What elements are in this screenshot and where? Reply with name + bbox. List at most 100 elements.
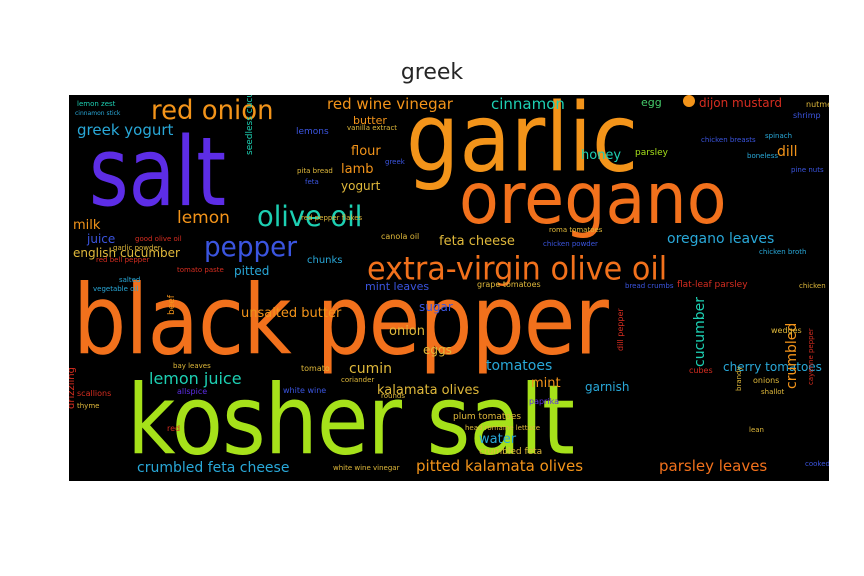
word-nutmeg: nutmeg [806,100,829,109]
word-bread-crumbs: bread crumbs [625,282,674,290]
word-red-onion: red onion [151,95,274,126]
word-white-wine-vinegar: white wine vinegar [333,464,400,472]
word-kalamata-olives: kalamata olives [377,383,480,398]
word-thyme: thyme [77,402,100,410]
decorative-dot [683,95,695,107]
word-cubes: cubes [689,366,713,375]
word-chicken-breasts: chicken breasts [701,136,756,144]
word-butter: butter [353,114,387,127]
word-crumbled-feta-cheese: crumbled feta cheese [137,460,290,476]
word-yogurt: yogurt [341,179,381,193]
word-lean: lean [749,426,764,434]
word-sugar: sugar [419,300,453,314]
word-drizzling: drizzling [69,367,77,409]
word-flour: flour [351,144,381,159]
word-greek: greek [385,158,405,166]
word-garlic: garlic [406,95,639,193]
word-bay-leaves: bay leaves [173,362,211,370]
word-salt: salt [89,116,227,228]
word-chunks: chunks [307,255,343,266]
word-pine-nuts: pine nuts [791,166,824,174]
word-chicken-broth: chicken broth [759,248,807,256]
word-red-bell-pepper: red bell pepper [96,256,150,264]
word-tomatoes: tomatoes [486,358,553,374]
word-honey: honey [581,148,622,163]
word-lemon-juice: lemon juice [149,369,242,388]
word-chicken-powder: chicken powder [543,240,598,248]
word-flat-leaf-parsley: flat-leaf parsley [677,280,748,290]
word-kosher-salt: kosher salt [127,364,575,477]
word-red-pepper-flakes: red pepper flakes [301,214,363,222]
word-allspice: allspice [177,387,208,396]
word-oregano: oregano [459,156,727,241]
word-brandy: brandy [735,366,743,391]
word-cinnamon: cinnamon [491,95,565,113]
word-parsley: parsley [635,148,668,158]
word-beef: beef [167,295,177,315]
word-shrimp: shrimp [793,111,821,120]
word-greek-yogurt: greek yogurt [77,121,174,139]
word-mint: mint [531,376,561,391]
word-pepper: pepper [204,230,298,263]
word-pitted-kalamata-olives: pitted kalamata olives [416,457,584,475]
word-canola-oil: canola oil [381,232,420,241]
word-feta: feta [305,178,319,186]
word-pita-bread: pita bread [297,167,333,175]
word-boneless: boneless [747,152,779,160]
word-chicken: chicken [799,282,826,290]
word-mint-leaves: mint leaves [365,280,430,293]
word-crumbled-feta: crumbled feta [479,447,543,457]
word-feta-cheese: feta cheese [439,234,515,249]
word-lemons: lemons [296,127,329,137]
word-scallions: scallions [77,389,112,398]
word-cayenne-pepper: cayenne pepper [807,328,815,385]
word-black-pepper: black pepper [73,264,609,377]
word-dijon-mustard: dijon mustard [699,96,782,110]
word-shallot: shallot [761,388,785,396]
word-juice: juice [87,232,116,246]
word-garnish: garnish [585,380,630,394]
word-tomato-paste: tomato paste [177,266,224,274]
word-cumin: cumin [349,361,392,377]
word-english-cucumber: english cucumber [73,246,180,260]
word-red-wine-vinegar: red wine vinegar [327,95,453,113]
word-cinnamon-stick: cinnamon stick [75,110,121,117]
word-unsalted-butter: unsalted butter [241,306,342,321]
word-cooked: cooked [805,460,829,468]
word-rounds: rounds [381,392,405,400]
word-white-wine: white wine [283,386,327,395]
word-onion: onion [389,324,425,339]
word-vanilla-extract: vanilla extract [347,124,398,132]
word-extra-virgin-olive-oil: extra-virgin olive oil [367,249,668,288]
word-paprika: paprika [529,397,559,406]
word-plum-tomatoes: plum tomatoes [453,412,522,422]
word-eggs: eggs [423,343,452,357]
word-egg: egg [641,96,662,109]
word-oregano-leaves: oregano leaves [667,231,775,247]
word-cloud: black pepper kosher salt garlic salt ore… [69,95,829,481]
word-olive-oil: olive oil [257,200,363,234]
word-coriander: coriander [341,376,375,384]
word-cherry-tomatoes: cherry tomatoes [723,360,822,374]
word-dill: dill [777,144,798,160]
word-tomato: tomato [301,364,330,373]
word-pitted: pitted [234,264,270,278]
word-head-romaine-lettuce: head romaine lettuce [465,424,541,432]
word-lamb: lamb [341,162,374,177]
word-dill-pepper: dill pepper [616,308,625,351]
word-onions: onions [753,376,780,385]
word-water: water [479,432,517,447]
figure-title: greek [400,60,464,85]
word-garlic-powder: garlic powder [113,244,161,252]
word-milk: milk [73,218,101,233]
word-cucumber: cucumber [692,296,708,367]
word-grape-tomatoes: grape tomatoes [477,280,541,289]
word-red: red [167,424,181,433]
word-lemon-zest: lemon zest [77,100,116,108]
word-good-olive-oil: good olive oil [135,235,182,243]
word-parsley-leaves: parsley leaves [659,457,768,475]
word-salted: salted [119,276,141,284]
word-roma-tomatoes: roma tomatoes [549,226,603,234]
word-lemon: lemon [177,208,230,228]
